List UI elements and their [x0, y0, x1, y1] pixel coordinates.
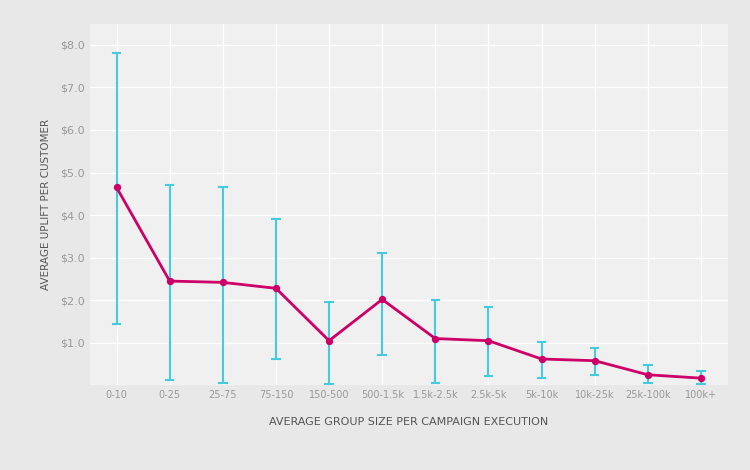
Y-axis label: AVERAGE UPLIFT PER CUSTOMER: AVERAGE UPLIFT PER CUSTOMER: [41, 119, 52, 290]
Point: [482, 337, 494, 345]
Point: [164, 277, 176, 285]
Point: [642, 371, 654, 378]
Point: [589, 357, 601, 364]
Point: [110, 184, 122, 191]
Point: [270, 284, 282, 292]
Point: [376, 296, 388, 303]
X-axis label: AVERAGE GROUP SIZE PER CAMPAIGN EXECUTION: AVERAGE GROUP SIZE PER CAMPAIGN EXECUTIO…: [269, 417, 548, 427]
Point: [217, 279, 229, 286]
Point: [695, 375, 707, 382]
Point: [323, 337, 335, 345]
Point: [429, 335, 441, 342]
Point: [536, 355, 548, 363]
